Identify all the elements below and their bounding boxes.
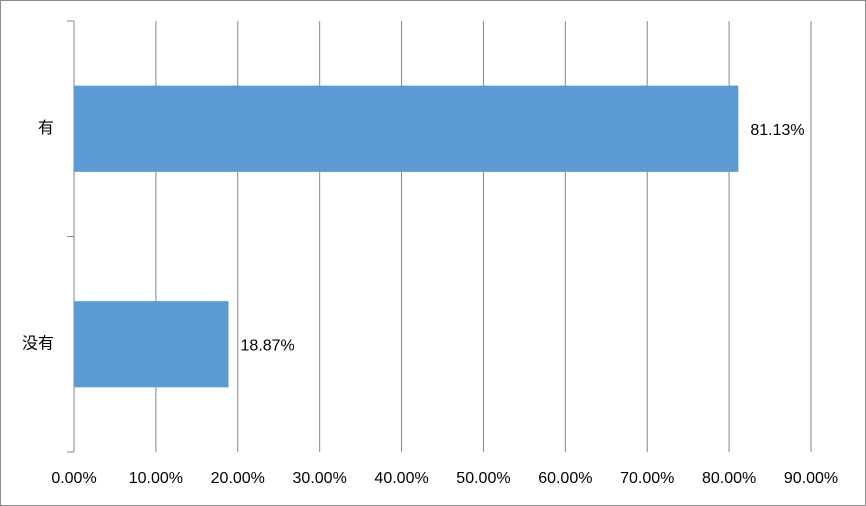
x-tick-label: 10.00% bbox=[129, 470, 183, 487]
x-tick-label: 0.00% bbox=[51, 470, 96, 487]
x-tick-label: 20.00% bbox=[211, 470, 265, 487]
bar bbox=[74, 85, 739, 172]
x-tick-label: 50.00% bbox=[456, 470, 510, 487]
y-tick-label: 有 bbox=[38, 119, 54, 137]
x-tick-label: 60.00% bbox=[538, 470, 592, 487]
x-tick-label: 30.00% bbox=[293, 470, 347, 487]
data-label: 81.13% bbox=[750, 122, 804, 139]
x-tick-label: 40.00% bbox=[374, 470, 428, 487]
x-tick-label: 70.00% bbox=[620, 470, 674, 487]
bar bbox=[74, 301, 229, 388]
x-tick-label: 90.00% bbox=[784, 470, 838, 487]
x-tick-label: 80.00% bbox=[702, 470, 756, 487]
data-label: 18.87% bbox=[241, 337, 295, 354]
y-tick-label: 没有 bbox=[22, 334, 54, 352]
